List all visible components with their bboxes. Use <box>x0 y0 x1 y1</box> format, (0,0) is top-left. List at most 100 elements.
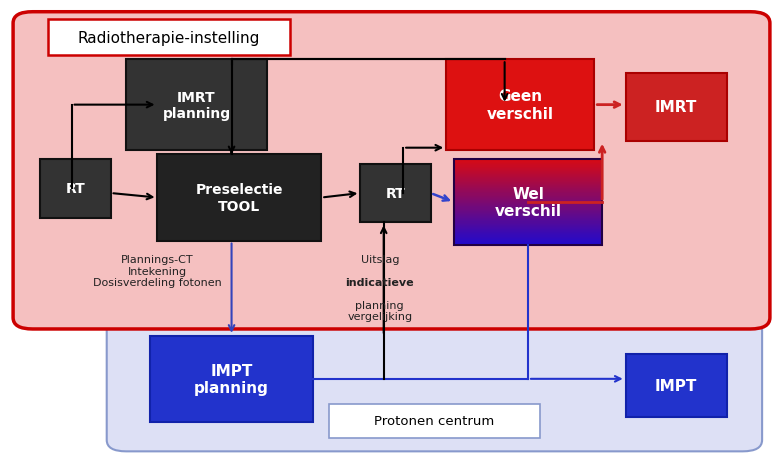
Bar <box>454 237 602 238</box>
Text: Plannings-CT
Intekening
Dosisverdeling fotonen: Plannings-CT Intekening Dosisverdeling f… <box>93 255 222 288</box>
Bar <box>454 232 602 233</box>
Text: Protonen centrum: Protonen centrum <box>374 414 495 427</box>
FancyBboxPatch shape <box>626 354 727 417</box>
Bar <box>454 161 602 162</box>
FancyBboxPatch shape <box>49 20 290 56</box>
Bar <box>454 244 602 246</box>
Bar <box>454 201 602 202</box>
Bar <box>454 189 602 190</box>
FancyBboxPatch shape <box>626 74 727 142</box>
Text: Geen
verschil: Geen verschil <box>487 89 554 121</box>
Bar <box>454 209 602 210</box>
FancyBboxPatch shape <box>157 155 321 241</box>
Text: Preselectie
TOOL: Preselectie TOOL <box>196 183 283 213</box>
FancyBboxPatch shape <box>360 164 431 223</box>
Bar <box>454 206 602 207</box>
Bar <box>454 236 602 237</box>
Bar <box>454 162 602 163</box>
Bar <box>454 178 602 179</box>
Bar <box>454 212 602 213</box>
Text: IMRT
planning: IMRT planning <box>162 91 230 121</box>
FancyBboxPatch shape <box>329 404 539 438</box>
Bar <box>454 213 602 214</box>
FancyBboxPatch shape <box>41 160 110 218</box>
Bar <box>454 228 602 229</box>
Bar <box>454 160 602 246</box>
FancyBboxPatch shape <box>13 13 770 329</box>
Bar <box>454 179 602 180</box>
Text: IMPT: IMPT <box>655 378 698 393</box>
Bar <box>454 164 602 165</box>
Bar <box>454 169 602 171</box>
Bar <box>454 175 602 176</box>
Bar <box>454 217 602 219</box>
Bar <box>454 207 602 208</box>
Bar <box>454 194 602 195</box>
Bar <box>454 233 602 234</box>
Bar <box>454 211 602 212</box>
Bar <box>454 240 602 241</box>
Bar <box>454 231 602 232</box>
Bar <box>454 181 602 182</box>
Bar <box>454 241 602 243</box>
Bar <box>454 208 602 209</box>
Bar <box>454 166 602 167</box>
Bar <box>454 165 602 166</box>
Bar <box>454 186 602 187</box>
Text: IMRT: IMRT <box>655 100 698 115</box>
Bar <box>454 226 602 228</box>
Text: indicatieve: indicatieve <box>345 277 414 287</box>
Bar <box>454 198 602 199</box>
Bar <box>454 219 602 220</box>
Bar <box>454 197 602 198</box>
Bar <box>454 202 602 204</box>
Bar <box>454 183 602 184</box>
Text: IMPT
planning: IMPT planning <box>194 363 269 395</box>
Bar <box>454 239 602 240</box>
Bar <box>454 238 602 239</box>
Text: RT: RT <box>66 182 85 196</box>
Bar <box>454 196 602 197</box>
Text: Radiotherapie-instelling: Radiotherapie-instelling <box>78 30 260 46</box>
FancyBboxPatch shape <box>126 60 267 151</box>
Bar <box>454 222 602 223</box>
Bar <box>454 221 602 222</box>
Bar <box>454 167 602 168</box>
Bar <box>454 243 602 244</box>
Bar <box>454 182 602 183</box>
Bar <box>454 163 602 164</box>
Bar <box>454 171 602 172</box>
Text: planning
vergelijking: planning vergelijking <box>347 300 413 321</box>
Bar <box>454 177 602 178</box>
Bar <box>454 195 602 196</box>
Bar <box>454 214 602 216</box>
Bar <box>454 205 602 206</box>
Bar <box>454 210 602 211</box>
Bar <box>454 223 602 224</box>
Text: Wel
verschil: Wel verschil <box>495 187 561 219</box>
Bar <box>454 224 602 225</box>
Bar <box>454 235 602 236</box>
Bar <box>454 180 602 181</box>
Bar <box>454 220 602 221</box>
Bar <box>454 191 602 192</box>
Bar <box>454 172 602 174</box>
FancyBboxPatch shape <box>446 60 594 151</box>
Text: RT: RT <box>385 187 406 201</box>
FancyBboxPatch shape <box>106 307 762 451</box>
Bar <box>454 216 602 217</box>
Bar <box>454 229 602 231</box>
FancyBboxPatch shape <box>150 336 313 422</box>
Text: Uitslag: Uitslag <box>360 255 399 265</box>
Bar <box>454 234 602 235</box>
Bar <box>454 225 602 226</box>
Bar <box>454 204 602 205</box>
Bar <box>454 192 602 193</box>
Bar <box>454 187 602 189</box>
Bar <box>454 193 602 194</box>
Bar <box>454 176 602 177</box>
Bar <box>454 174 602 175</box>
Bar <box>454 184 602 186</box>
Bar <box>454 199 602 201</box>
Bar <box>454 168 602 169</box>
